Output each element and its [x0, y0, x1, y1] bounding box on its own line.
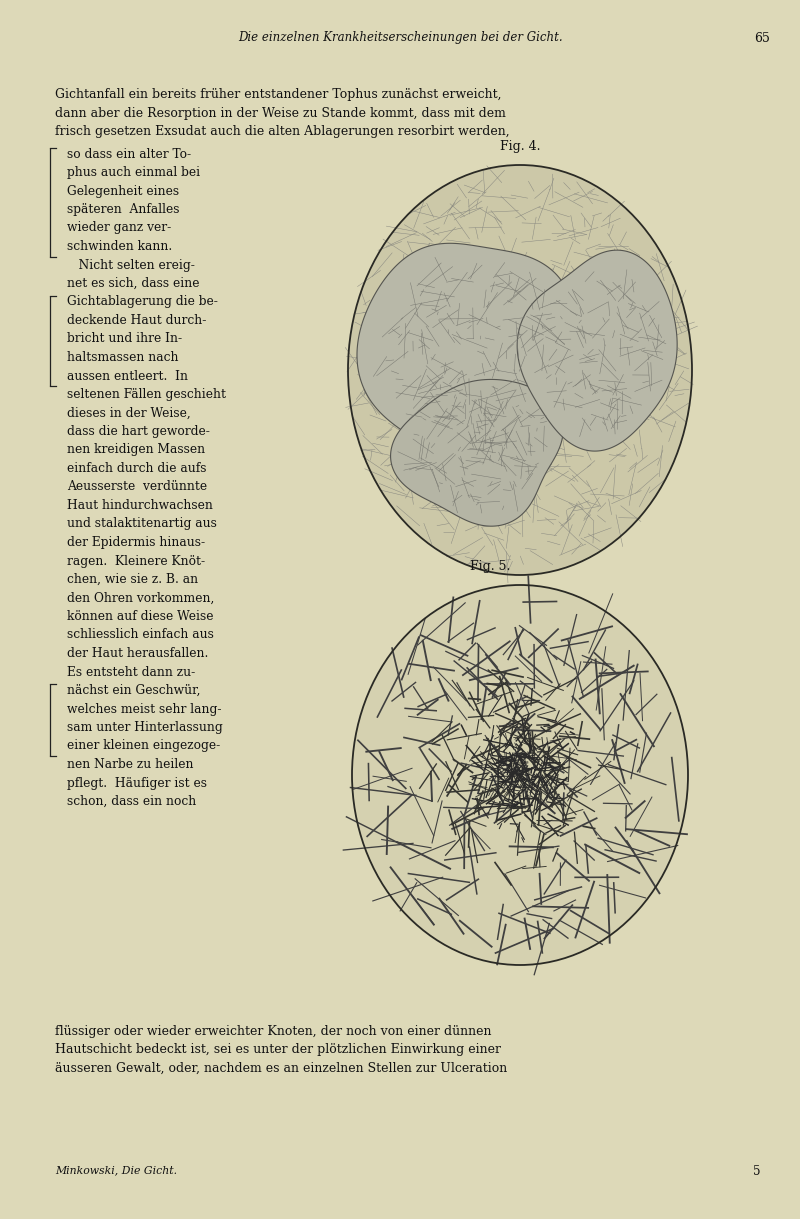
Text: können auf diese Weise: können auf diese Weise [67, 610, 214, 623]
Text: nen kreidigen Massen: nen kreidigen Massen [67, 444, 205, 456]
Text: Es entsteht dann zu-: Es entsteht dann zu- [67, 666, 195, 679]
Text: aussen entleert.  In: aussen entleert. In [67, 369, 188, 383]
Text: einer kleinen eingezoge-: einer kleinen eingezoge- [67, 740, 220, 752]
Ellipse shape [348, 165, 692, 575]
Text: bricht und ihre In-: bricht und ihre In- [67, 333, 182, 345]
Text: Gichtablagerung die be-: Gichtablagerung die be- [67, 295, 218, 308]
Text: so dass ein alter To-: so dass ein alter To- [67, 147, 191, 161]
Text: Nicht selten ereig-: Nicht selten ereig- [67, 258, 195, 272]
Text: seltenen Fällen geschieht: seltenen Fällen geschieht [67, 388, 226, 401]
Text: flüssiger oder wieder erweichter Knoten, der noch von einer dünnen: flüssiger oder wieder erweichter Knoten,… [55, 1025, 491, 1039]
Text: wieder ganz ver-: wieder ganz ver- [67, 222, 171, 234]
Text: schon, dass ein noch: schon, dass ein noch [67, 795, 196, 808]
Polygon shape [517, 250, 677, 451]
Text: phus auch einmal bei: phus auch einmal bei [67, 166, 200, 179]
Text: sam unter Hinterlassung: sam unter Hinterlassung [67, 720, 222, 734]
Text: Gelegenheit eines: Gelegenheit eines [67, 184, 179, 197]
Text: Aeusserste  verdünnte: Aeusserste verdünnte [67, 480, 207, 494]
Text: schwinden kann.: schwinden kann. [67, 240, 172, 254]
Polygon shape [357, 244, 574, 472]
Text: Fig. 4.: Fig. 4. [500, 140, 540, 154]
Text: 65: 65 [754, 32, 770, 45]
Text: dann aber die Resorption in der Weise zu Stande kommt, dass mit dem: dann aber die Resorption in der Weise zu… [55, 106, 506, 119]
Text: äusseren Gewalt, oder, nachdem es an einzelnen Stellen zur Ulceration: äusseren Gewalt, oder, nachdem es an ein… [55, 1062, 507, 1075]
Text: Die einzelnen Krankheitserscheinungen bei der Gicht.: Die einzelnen Krankheitserscheinungen be… [238, 32, 562, 45]
Text: der Epidermis hinaus-: der Epidermis hinaus- [67, 536, 205, 549]
Text: dieses in der Weise,: dieses in der Weise, [67, 406, 190, 419]
Text: dass die hart geworde-: dass die hart geworde- [67, 425, 210, 438]
Text: net es sich, dass eine: net es sich, dass eine [67, 277, 199, 290]
Text: 5: 5 [753, 1165, 760, 1178]
Text: späteren  Anfalles: späteren Anfalles [67, 204, 179, 216]
Text: ragen.  Kleinere Knöt-: ragen. Kleinere Knöt- [67, 555, 205, 568]
Ellipse shape [352, 585, 688, 965]
Text: nen Narbe zu heilen: nen Narbe zu heilen [67, 758, 194, 770]
Text: einfach durch die aufs: einfach durch die aufs [67, 462, 206, 475]
Text: Hautschicht bedeckt ist, sei es unter der plötzlichen Einwirkung einer: Hautschicht bedeckt ist, sei es unter de… [55, 1043, 501, 1057]
Text: welches meist sehr lang-: welches meist sehr lang- [67, 702, 222, 716]
Text: frisch gesetzen Exsudat auch die alten Ablagerungen resorbirt werden,: frisch gesetzen Exsudat auch die alten A… [55, 126, 510, 138]
Text: pflegt.  Häufiger ist es: pflegt. Häufiger ist es [67, 777, 207, 790]
Text: chen, wie sie z. B. an: chen, wie sie z. B. an [67, 573, 198, 586]
Text: deckende Haut durch-: deckende Haut durch- [67, 315, 206, 327]
Polygon shape [390, 379, 563, 527]
Text: Haut hindurchwachsen: Haut hindurchwachsen [67, 499, 213, 512]
Text: Gichtanfall ein bereits früher entstandener Tophus zunächst erweicht,: Gichtanfall ein bereits früher entstande… [55, 88, 502, 101]
Text: Minkowski, Die Gicht.: Minkowski, Die Gicht. [55, 1165, 177, 1175]
Text: den Ohren vorkommen,: den Ohren vorkommen, [67, 591, 214, 605]
Text: nächst ein Geschwür,: nächst ein Geschwür, [67, 684, 201, 697]
Text: haltsmassen nach: haltsmassen nach [67, 351, 178, 364]
Text: und stalaktitenartig aus: und stalaktitenartig aus [67, 518, 217, 530]
Text: der Haut herausfallen.: der Haut herausfallen. [67, 647, 208, 659]
Text: Fig. 5.: Fig. 5. [470, 560, 510, 573]
Text: schliesslich einfach aus: schliesslich einfach aus [67, 629, 214, 641]
